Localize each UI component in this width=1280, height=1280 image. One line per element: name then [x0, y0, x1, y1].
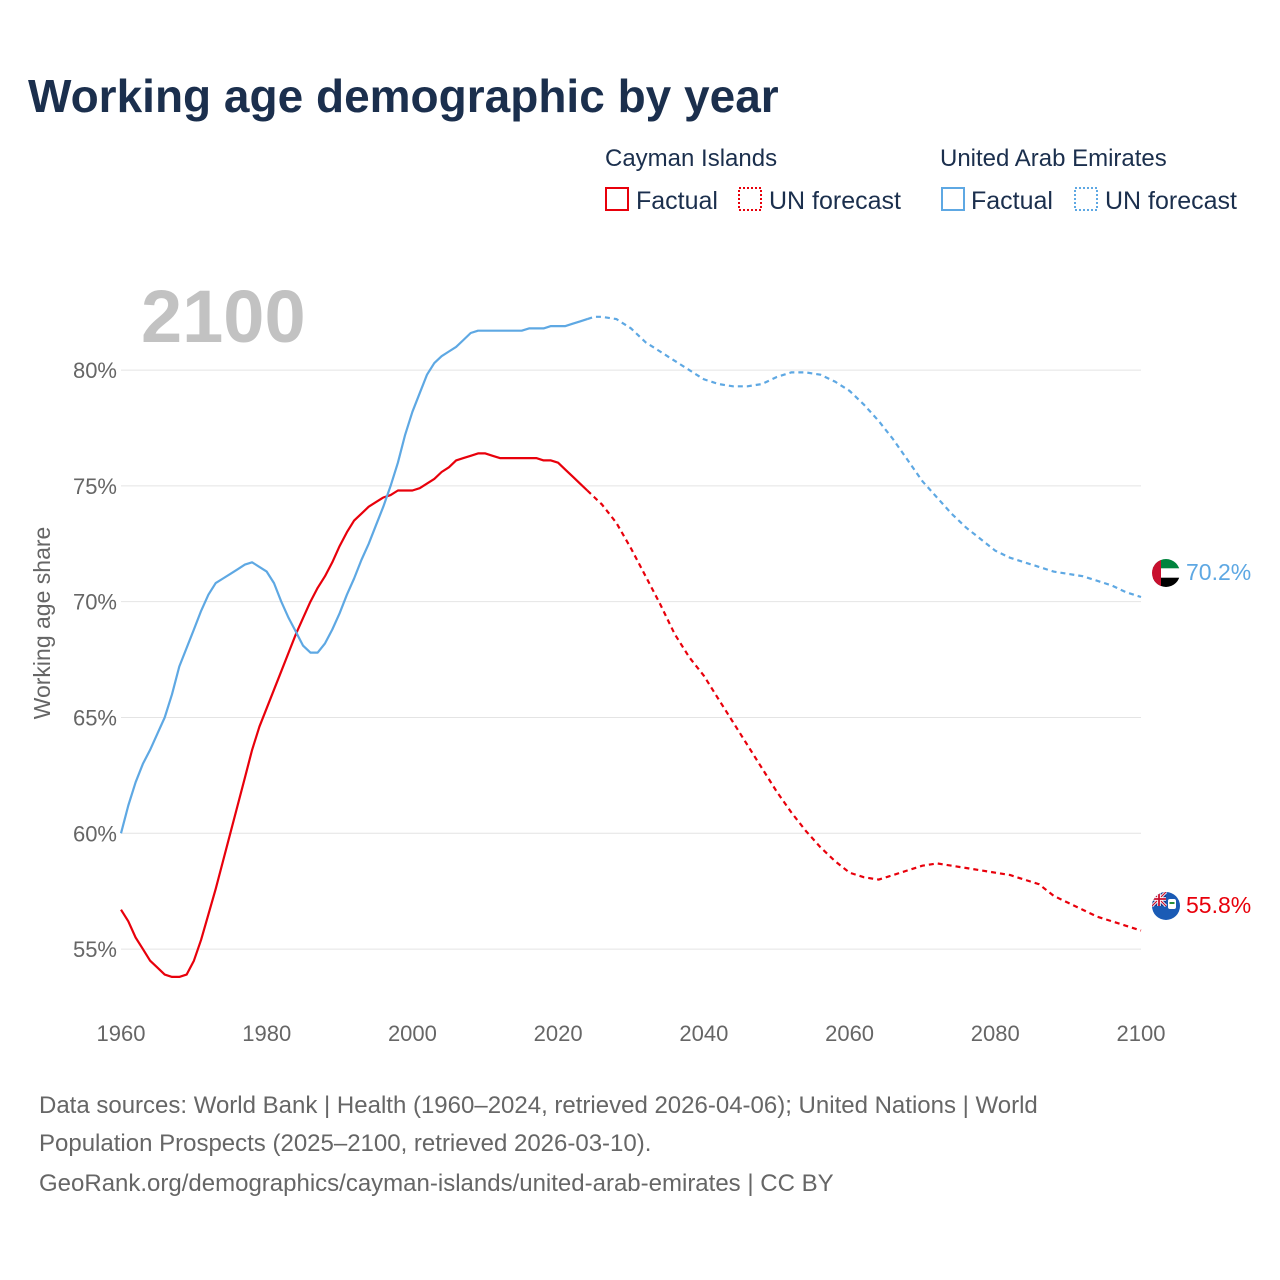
series-line-uae-forecast — [586, 315, 1142, 599]
x-tick-label: 1960 — [97, 1021, 146, 1046]
gridlines — [121, 369, 1141, 950]
x-tick-label: 2060 — [825, 1021, 874, 1046]
end-label-cayman: 55.8% — [1186, 892, 1251, 918]
legend-swatch-cayman-factual — [605, 187, 629, 211]
legend-label-cayman-forecast: UN forecast — [769, 187, 901, 215]
end-label-uae: 70.2% — [1186, 559, 1251, 585]
legend-swatch-uae-forecast — [1074, 187, 1098, 211]
series-line-uae-factual — [119, 318, 588, 834]
legend: Cayman Islands Factual UN forecast Unite… — [605, 145, 1237, 215]
x-tick-label: 2100 — [1117, 1021, 1166, 1046]
source-line-1: Data sources: World Bank | Health (1960–… — [39, 1092, 1038, 1119]
legend-series-name-uae: United Arab Emirates — [940, 145, 1167, 172]
legend-label-uae-forecast: UN forecast — [1105, 187, 1237, 215]
legend-swatch-uae-factual — [941, 187, 965, 211]
series-lines — [119, 315, 1142, 978]
year-watermark: 2100 — [141, 275, 306, 358]
x-tick-label: 2040 — [679, 1021, 728, 1046]
x-tick-label: 2080 — [971, 1021, 1020, 1046]
y-axis-ticks: 55% 60% 65% 70% 75% 80% — [73, 358, 117, 962]
series-line-cayman-forecast — [586, 489, 1142, 932]
y-tick-label: 55% — [73, 937, 117, 962]
y-axis-label: Working age share — [29, 527, 55, 720]
source-line-3: GeoRank.org/demographics/cayman-islands/… — [39, 1170, 834, 1197]
chart-title: Working age demographic by year — [28, 70, 779, 122]
x-tick-label: 1980 — [242, 1021, 291, 1046]
source-line-2: Population Prospects (2025–2100, retriev… — [39, 1130, 651, 1157]
x-tick-label: 2000 — [388, 1021, 437, 1046]
legend-series-name-cayman: Cayman Islands — [605, 145, 777, 172]
uae-flag-icon — [1152, 559, 1180, 587]
y-tick-label: 80% — [73, 358, 117, 383]
legend-label-cayman-factual: Factual — [636, 187, 718, 215]
y-tick-label: 75% — [73, 474, 117, 499]
x-tick-label: 2020 — [534, 1021, 583, 1046]
x-axis-ticks: 1960 1980 2000 2020 2040 2060 2080 2100 — [97, 1021, 1166, 1046]
y-tick-label: 70% — [73, 590, 117, 615]
y-tick-label: 60% — [73, 821, 117, 846]
series-line-cayman-factual — [120, 452, 589, 978]
legend-swatch-cayman-forecast — [738, 187, 762, 211]
legend-label-uae-factual: Factual — [971, 187, 1053, 215]
y-tick-label: 65% — [73, 705, 117, 730]
cayman-flag-icon — [1152, 892, 1180, 920]
